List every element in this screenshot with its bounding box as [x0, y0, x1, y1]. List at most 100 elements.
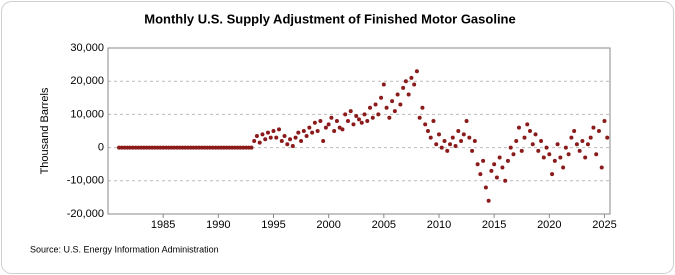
data-point	[202, 145, 207, 150]
data-point	[365, 119, 370, 124]
y-tick-label: 20,000	[70, 75, 104, 87]
data-point	[288, 137, 293, 142]
data-point	[456, 129, 461, 133]
data-point	[310, 130, 315, 135]
data-point	[136, 145, 141, 150]
data-point	[161, 145, 166, 150]
data-point	[139, 145, 144, 150]
data-point	[475, 162, 480, 167]
data-point	[558, 155, 563, 160]
data-point	[282, 133, 287, 138]
data-point	[343, 112, 348, 117]
data-point	[403, 79, 408, 84]
data-point	[522, 135, 527, 140]
data-point	[163, 145, 168, 150]
data-point	[566, 152, 571, 157]
data-point	[150, 145, 155, 150]
data-point	[230, 145, 235, 150]
data-point	[406, 92, 411, 97]
data-point	[332, 129, 337, 133]
data-point	[412, 82, 417, 87]
data-point	[585, 142, 590, 147]
data-point	[428, 135, 433, 140]
data-point	[434, 142, 439, 147]
data-point	[530, 142, 535, 147]
data-point	[274, 135, 279, 140]
data-point	[381, 82, 386, 87]
data-point	[577, 148, 582, 153]
data-point	[370, 115, 375, 120]
data-point	[285, 142, 290, 147]
data-point	[260, 132, 265, 137]
data-point	[279, 138, 284, 143]
data-point	[208, 145, 213, 150]
data-point	[252, 138, 257, 143]
data-point	[583, 155, 588, 160]
data-point	[323, 125, 328, 130]
data-point	[525, 122, 530, 127]
data-point	[602, 119, 607, 124]
data-point	[599, 165, 604, 170]
data-point	[224, 145, 229, 150]
x-tick-label: 1995	[261, 219, 285, 231]
data-point	[563, 145, 568, 150]
data-point	[304, 133, 309, 138]
data-point	[605, 135, 610, 140]
data-point	[235, 145, 240, 150]
data-point	[299, 138, 304, 143]
data-point	[183, 145, 188, 150]
data-point	[185, 145, 190, 150]
data-point	[194, 145, 199, 150]
data-point	[555, 142, 560, 147]
data-point	[420, 105, 425, 110]
data-point	[155, 145, 160, 150]
data-point	[395, 92, 400, 97]
data-point	[368, 105, 373, 110]
x-tick-label: 2015	[482, 219, 506, 231]
data-point	[296, 130, 301, 135]
data-point	[158, 145, 163, 150]
data-point	[387, 115, 392, 120]
data-point	[516, 125, 521, 130]
data-point	[596, 129, 601, 133]
data-point	[470, 148, 475, 153]
data-point	[489, 168, 494, 173]
data-point	[254, 133, 259, 138]
data-point	[376, 112, 381, 117]
data-point	[414, 69, 419, 74]
data-point	[334, 119, 339, 124]
y-tick-label: 30,000	[70, 42, 104, 54]
data-point	[277, 127, 282, 132]
data-point	[119, 145, 124, 150]
data-point	[199, 145, 204, 150]
x-tick-label: 2000	[316, 219, 340, 231]
data-point	[210, 145, 215, 150]
source: Source: U.S. Energy Information Administ…	[30, 244, 219, 254]
data-point	[561, 165, 566, 170]
data-point	[533, 132, 538, 137]
data-point	[511, 152, 516, 157]
data-point	[392, 109, 397, 114]
data-point	[144, 145, 149, 150]
data-point	[461, 132, 466, 137]
data-point	[478, 172, 483, 177]
data-point	[243, 145, 248, 150]
plot-frame	[107, 47, 611, 215]
data-point	[125, 145, 130, 150]
data-point	[423, 122, 428, 127]
data-point	[453, 143, 458, 148]
x-tick-label: 1985	[151, 219, 175, 231]
data-point	[152, 145, 157, 150]
data-point	[227, 145, 232, 150]
data-point	[172, 145, 177, 150]
data-point	[180, 145, 185, 150]
x-tick-label: 2005	[372, 219, 396, 231]
data-point	[290, 143, 295, 148]
data-point	[464, 119, 469, 124]
data-point	[431, 119, 436, 124]
data-point	[128, 145, 133, 150]
data-point	[483, 185, 488, 190]
data-point	[417, 115, 422, 120]
data-point	[401, 85, 406, 90]
data-point	[318, 119, 323, 124]
